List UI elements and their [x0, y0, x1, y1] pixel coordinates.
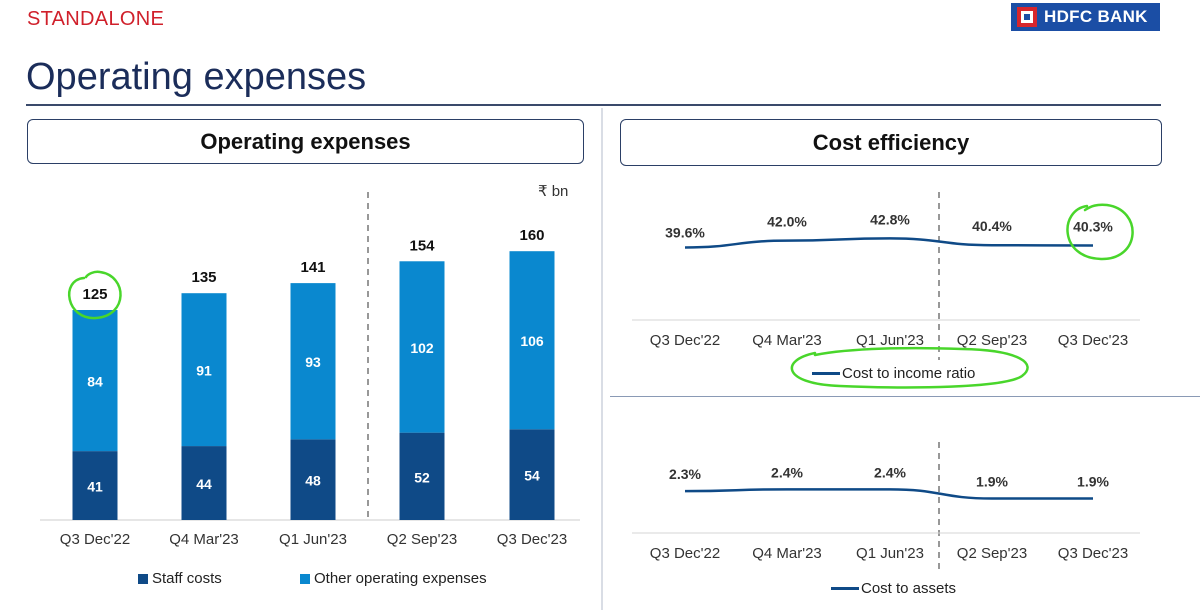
- data-label: 2.3%: [669, 466, 701, 482]
- staff-value-label: 54: [524, 468, 540, 484]
- other-value-label: 84: [87, 374, 103, 390]
- bar-other-opex: [181, 293, 227, 447]
- x-tick-label: Q2 Sep'23: [387, 531, 457, 548]
- total-value-label: 135: [191, 269, 216, 286]
- series-line: [684, 237, 1094, 249]
- total-value-label: 154: [409, 237, 435, 254]
- total-value-label: 160: [519, 227, 544, 244]
- x-tick-label: Q3 Dec'23: [1058, 545, 1128, 562]
- total-value-label: 141: [300, 259, 325, 276]
- bar-staff-costs: [72, 451, 118, 520]
- other-value-label: 93: [305, 354, 321, 370]
- bar-other-opex: [399, 261, 445, 433]
- x-tick-label: Q3 Dec'22: [650, 332, 720, 349]
- bar-other-opex: [290, 283, 336, 440]
- hand-drawn-circle: [1066, 203, 1134, 261]
- series-line: [684, 488, 1093, 500]
- legend-label: Staff costs: [152, 570, 222, 587]
- data-label: 40.4%: [972, 218, 1012, 234]
- section-label: STANDALONE: [27, 8, 165, 30]
- data-label: 42.0%: [767, 214, 807, 230]
- data-label: 1.9%: [1077, 474, 1109, 490]
- bar-other-opex: [72, 310, 118, 452]
- cost-to-assets-line-chart: 2.3% 2.4% 2.4% 1.9% 1.9% Q3 Dec'22 Q4 Mar'23 Q…: [632, 442, 1140, 570]
- panel-divider: [601, 108, 603, 610]
- legend-other-opex: Other operating expenses: [300, 570, 487, 587]
- bar-other-opex: [509, 251, 555, 430]
- title-divider: [26, 104, 1161, 106]
- unit-label: ₹ bn: [538, 183, 568, 200]
- hdfc-logo-icon: [1017, 7, 1037, 27]
- staff-value-label: 48: [305, 473, 321, 489]
- x-tick-label: Q3 Dec'23: [497, 531, 567, 548]
- x-tick-label: Q1 Jun'23: [279, 531, 347, 548]
- legend-cost-to-assets: Cost to assets: [831, 580, 956, 597]
- other-value-label: 91: [196, 363, 212, 379]
- legend-staff-costs: Staff costs: [138, 570, 222, 587]
- x-tick-label: Q3 Dec'22: [60, 531, 130, 548]
- cost-efficiency-panel-title: Cost efficiency: [620, 119, 1162, 166]
- opex-stacked-bar-chart: ₹ bn 41 84 125 44 91 135 48 93 141 52 102 154 54 106 1…: [40, 183, 580, 548]
- legend-label: Other operating expenses: [314, 570, 487, 587]
- page-title: Operating expenses: [26, 56, 367, 98]
- hand-drawn-circle: [67, 270, 122, 320]
- hdfc-bank-logo: HDFC BANK: [1011, 3, 1160, 31]
- bar-staff-costs: [399, 432, 445, 520]
- opex-panel-title: Operating expenses: [27, 119, 584, 164]
- x-tick-label: Q2 Sep'23: [957, 545, 1027, 562]
- other-value-label: 106: [520, 333, 544, 349]
- staff-swatch: [138, 573, 148, 584]
- data-label: 2.4%: [874, 464, 906, 480]
- cost-to-income-line-chart: 39.6% 42.0% 42.8% 40.4% 40.3% Q3 Dec'22 Q4 Ma…: [632, 192, 1140, 389]
- brand-name: HDFC BANK: [1044, 7, 1148, 26]
- x-tick-label: Q3 Dec'23: [1058, 332, 1128, 349]
- data-label: 2.4%: [771, 464, 803, 480]
- total-value-label: 125: [82, 286, 107, 303]
- staff-value-label: 41: [87, 479, 103, 495]
- x-tick-label: Q2 Sep'23: [957, 332, 1027, 349]
- bar-staff-costs: [181, 446, 227, 520]
- bar-staff-costs: [509, 429, 555, 520]
- hand-drawn-ellipse: [790, 346, 1029, 389]
- cost-panel-divider: [610, 396, 1200, 397]
- legend-label: Cost to income ratio: [842, 365, 976, 382]
- other-value-label: 102: [410, 340, 434, 356]
- x-tick-label: Q4 Mar'23: [752, 545, 822, 562]
- data-label: 1.9%: [976, 474, 1008, 490]
- line-swatch: [812, 372, 840, 375]
- staff-value-label: 44: [196, 476, 212, 492]
- line-swatch: [831, 587, 859, 590]
- other-swatch: [300, 573, 310, 584]
- data-label: 42.8%: [870, 211, 910, 227]
- x-tick-label: Q1 Jun'23: [856, 332, 924, 349]
- staff-value-label: 52: [414, 469, 430, 485]
- data-label: 40.3%: [1073, 218, 1113, 234]
- legend-label: Cost to assets: [861, 580, 957, 597]
- data-label: 39.6%: [665, 224, 705, 240]
- x-tick-label: Q4 Mar'23: [752, 332, 822, 349]
- x-tick-label: Q1 Jun'23: [856, 545, 924, 562]
- bar-staff-costs: [290, 439, 336, 520]
- legend-cost-to-income: Cost to income ratio: [812, 365, 975, 382]
- x-tick-label: Q4 Mar'23: [169, 531, 239, 548]
- x-tick-label: Q3 Dec'22: [650, 545, 720, 562]
